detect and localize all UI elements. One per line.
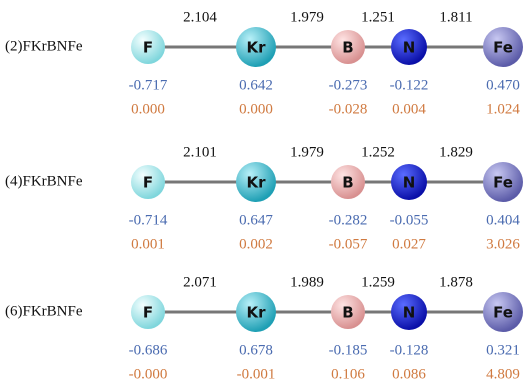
bond-length: 2.101 bbox=[183, 144, 217, 160]
bond-length: 1.252 bbox=[361, 144, 395, 160]
atom-symbol: F bbox=[143, 174, 153, 192]
atom-charge: -0.185 bbox=[329, 342, 368, 358]
atom-spin: 0.027 bbox=[392, 236, 426, 252]
atom-spin: 0.000 bbox=[131, 101, 165, 117]
atom-symbol: B bbox=[342, 304, 353, 322]
bond-length: 1.979 bbox=[290, 9, 324, 25]
atom-spin: 3.026 bbox=[486, 236, 520, 252]
atom-charge: 0.321 bbox=[486, 342, 520, 358]
bond-length: 1.979 bbox=[290, 144, 324, 160]
atom-symbol: Kr bbox=[246, 39, 266, 57]
atom-spin: 0.004 bbox=[392, 101, 426, 117]
atom-symbol: N bbox=[403, 39, 416, 57]
atom-symbol: B bbox=[342, 174, 353, 192]
atom-spin: 0.002 bbox=[239, 236, 273, 252]
atom-charge: -0.128 bbox=[390, 342, 429, 358]
atom-spin: 0.086 bbox=[392, 366, 426, 382]
atom-symbol: N bbox=[403, 304, 416, 322]
bond-length: 1.259 bbox=[361, 274, 395, 290]
atom-symbol: Fe bbox=[493, 39, 513, 57]
atom-symbol: F bbox=[143, 304, 153, 322]
atom-charge: -0.055 bbox=[390, 212, 429, 228]
atom-spin: -0.001 bbox=[237, 366, 276, 382]
atom-spin: -0.028 bbox=[329, 101, 368, 117]
atom-symbol: Kr bbox=[246, 304, 266, 322]
atom-symbol: Fe bbox=[493, 174, 513, 192]
atom-symbol: N bbox=[403, 174, 416, 192]
molecule-label: (4)FKrBNFe bbox=[5, 173, 83, 189]
atom-spin: 4.809 bbox=[486, 366, 520, 382]
atom-charge: 0.678 bbox=[239, 342, 273, 358]
bond-length: 1.811 bbox=[439, 9, 472, 25]
atom-symbol: B bbox=[342, 39, 353, 57]
atom-spin: 0.000 bbox=[239, 101, 273, 117]
atom-spin: -0.057 bbox=[329, 236, 368, 252]
bond-length: 1.829 bbox=[439, 144, 473, 160]
atom-symbol: F bbox=[143, 39, 153, 57]
atom-charge: -0.717 bbox=[129, 77, 168, 93]
atom-charge: -0.686 bbox=[129, 342, 168, 358]
atom-charge: 0.404 bbox=[486, 212, 520, 228]
atom-spin: 0.001 bbox=[131, 236, 165, 252]
atom-symbol: Fe bbox=[493, 304, 513, 322]
molecule-label: (6)FKrBNFe bbox=[5, 303, 83, 319]
bond-length: 1.989 bbox=[290, 274, 324, 290]
bond-length: 1.251 bbox=[361, 9, 395, 25]
atom-spin: 1.024 bbox=[486, 101, 520, 117]
atom-spin: -0.000 bbox=[129, 366, 168, 382]
molecule-label: (2)FKrBNFe bbox=[5, 38, 83, 54]
atom-charge: 0.647 bbox=[239, 212, 273, 228]
atom-spin: 0.106 bbox=[331, 366, 365, 382]
atom-charge: -0.714 bbox=[129, 212, 168, 228]
atom-charge: -0.273 bbox=[329, 77, 368, 93]
atom-charge: -0.282 bbox=[329, 212, 368, 228]
atom-symbol: Kr bbox=[246, 174, 266, 192]
diagram: (2)FKrBNFe 2.104 1.979 1.251 1.811 F -0.717 0.0… bbox=[0, 0, 529, 383]
atom-charge: 0.642 bbox=[239, 77, 273, 93]
bond-length: 2.104 bbox=[183, 9, 217, 25]
bond-length: 1.878 bbox=[439, 274, 473, 290]
bond-length: 2.071 bbox=[183, 274, 217, 290]
atom-charge: 0.470 bbox=[486, 77, 520, 93]
atom-charge: -0.122 bbox=[390, 77, 429, 93]
